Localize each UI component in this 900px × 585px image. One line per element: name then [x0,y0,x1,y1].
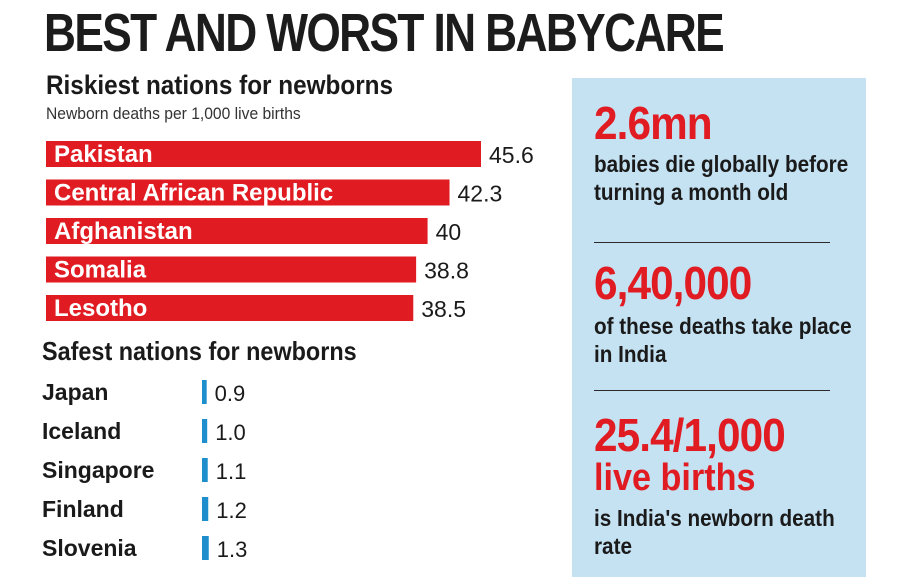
bar-value-label: 0.9 [215,381,246,406]
bar-value-label: 1.2 [216,498,247,523]
bar-value-label: 1.1 [216,459,247,484]
bar-category-label: Somalia [54,257,147,284]
bar-category-label: Lesotho [54,295,147,322]
category-label: Singapore [42,457,154,483]
stat-india-deaths: 6,40,000 of these deaths take place in I… [594,260,854,368]
bar [202,458,208,482]
bar [46,141,481,167]
stat-figure: 6,40,000 [594,257,752,309]
category-label: Slovenia [42,535,137,561]
stat-india-rate: 25.4/1,000 live births is India's newbor… [594,412,854,560]
bar-category-label: Afghanistan [54,218,193,245]
stat-text: babies die globally before turning a mon… [594,151,849,205]
stat-figure-unit: live births [594,457,756,499]
bar [46,218,428,244]
divider [594,242,830,243]
bar [202,419,208,443]
stats-panel: 2.6mn babies die globally before turning… [572,78,866,577]
stat-figure: 25.4/1,000 [594,409,786,461]
category-label: Japan [42,379,108,405]
bar-value-label: 38.5 [421,296,466,322]
bar [202,497,209,521]
category-label: Iceland [42,418,121,444]
stat-text: is India's newborn death rate [594,505,835,559]
bar [46,179,450,206]
bar-value-label: 40 [436,219,462,245]
bar-value-label: 42.3 [458,181,503,207]
stat-figure: 2.6mn [594,97,713,149]
bar-value-label: 1.0 [215,420,246,445]
bar-value-label: 38.8 [424,258,469,284]
bar [46,295,414,321]
risk-chart-subtitle: Newborn deaths per 1,000 live births [46,104,301,123]
headline: BEST AND WORST IN BABYCARE [44,3,725,63]
bar-category-label: Pakistan [54,141,153,168]
category-label: Finland [42,496,124,522]
bar-category-label: Central African Republic [54,180,333,207]
bar [202,380,207,404]
bar-value-label: 1.3 [217,537,248,562]
divider [594,390,830,391]
stat-text: of these deaths take place in India [594,313,852,367]
bar [202,536,209,560]
risk-chart: Pakistan 45.6 Central African Republic 42.3… [46,141,534,322]
stat-global-deaths: 2.6mn babies die globally before turning… [594,100,854,206]
bar-value-label: 45.6 [489,142,534,168]
safe-chart: Japan 0.9 Iceland 1.0 Singapore 1.1 Finland 1.2… [42,379,248,562]
bar [46,256,417,283]
risk-chart-title: Riskiest nations for newborns [46,70,394,100]
safe-chart-title: Safest nations for newborns [42,336,357,366]
